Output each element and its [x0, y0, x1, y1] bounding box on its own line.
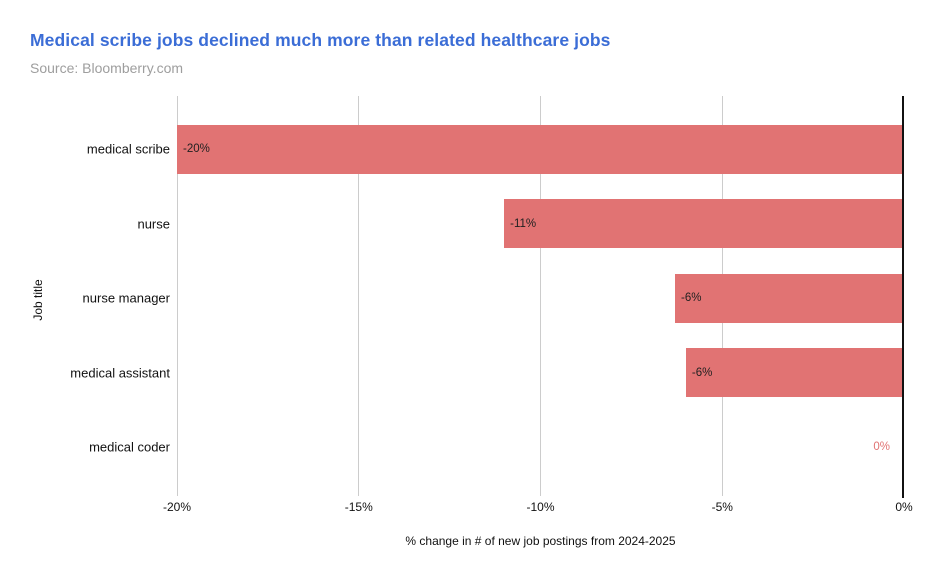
bar-value-label: -11%	[510, 217, 537, 230]
category-label-medical-assistant: medical assistant	[70, 365, 170, 380]
x-tick-label: -5%	[711, 500, 733, 514]
category-label-nurse: nurse	[137, 216, 170, 231]
category-axis: medical scribe nurse nurse manager medical …	[0, 96, 170, 492]
bar-nurse-manager	[674, 273, 904, 323]
bar-medical-scribe	[177, 124, 904, 174]
gridline	[176, 96, 178, 496]
bar-medical-assistant	[685, 348, 904, 397]
category-label-medical-scribe: medical scribe	[86, 141, 170, 157]
x-tick-label: -15%	[344, 500, 373, 514]
x-tick-label: 0%	[895, 500, 913, 514]
bar-value-label: -6%	[691, 366, 713, 379]
bar-nurse	[504, 199, 904, 248]
zero-axis-line	[902, 96, 904, 498]
category-label-medical-coder: medical coder	[89, 439, 170, 455]
bar-value-label: 0%	[873, 441, 890, 453]
plot-area: -20% -11% -6% -6% 0%	[176, 96, 904, 498]
x-axis-title: % change in # of new job postings from 2…	[405, 534, 676, 548]
category-label-nurse-manager: nurse manager	[82, 290, 170, 306]
bar-value-label: -6%	[680, 292, 702, 304]
chart-source: Source: Bloomberry.com	[30, 60, 184, 76]
chart-title: Medical scribe jobs declined much more t…	[30, 30, 611, 50]
gridline	[540, 96, 541, 496]
x-tick-label: -10%	[526, 500, 555, 514]
gridline	[358, 96, 360, 496]
x-tick-label: -20%	[162, 500, 192, 514]
bar-value-label: -20%	[183, 143, 210, 155]
